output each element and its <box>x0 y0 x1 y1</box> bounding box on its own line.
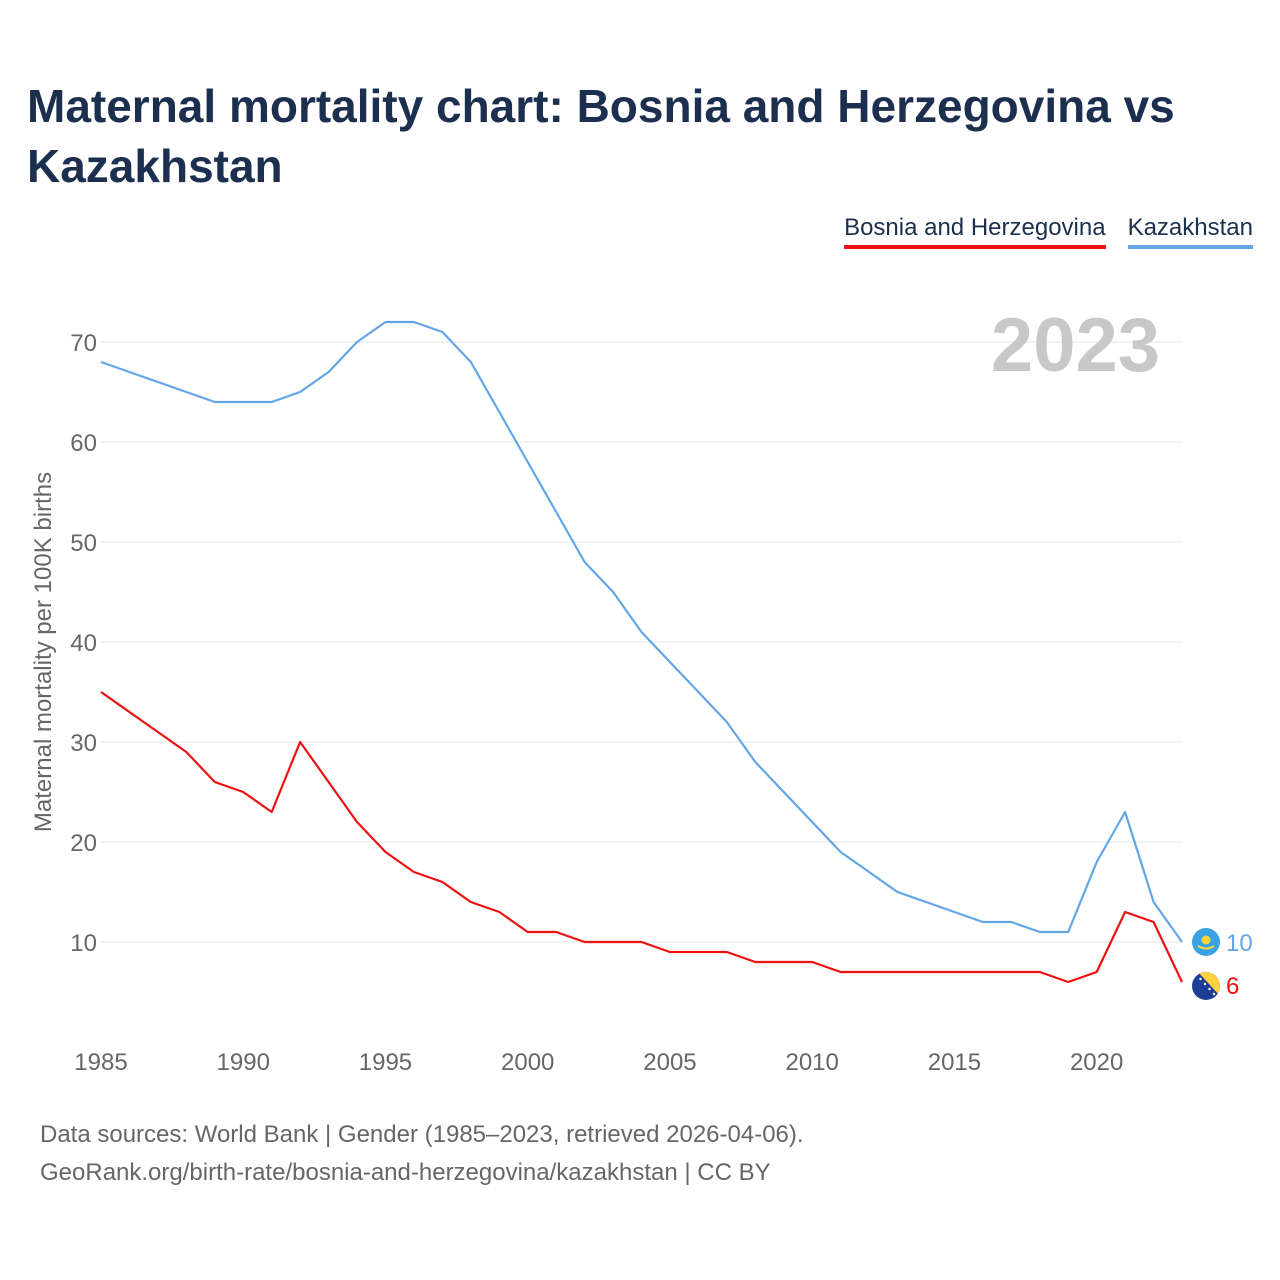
year-label: 2023 <box>991 303 1160 388</box>
bosnia-flag-icon <box>1192 972 1220 1000</box>
y-tick-label: 20 <box>70 830 97 857</box>
x-tick-label: 2015 <box>928 1049 981 1076</box>
series-line-kaz <box>100 320 1183 943</box>
series-line-bih <box>100 691 1183 984</box>
legend: Bosnia and Herzegovina Kazakhstan <box>844 214 1253 249</box>
y-tick-label: 70 <box>70 330 97 357</box>
legend-item-bosnia[interactable]: Bosnia and Herzegovina <box>844 214 1106 249</box>
end-value-label-kazakhstan: 10 <box>1226 930 1253 957</box>
line-chart: 10 20 30 40 50 60 70 1985 1990 1995 2000 2005 2010 20… <box>30 303 1253 1076</box>
end-value-label-bosnia: 6 <box>1226 973 1239 1000</box>
x-tick-label: 1985 <box>74 1049 127 1076</box>
y-tick-label: 50 <box>70 530 97 557</box>
y-tick-label: 40 <box>70 630 97 657</box>
y-axis-label: Maternal mortality per 100K births <box>30 472 57 832</box>
footer: Data sources: World Bank | Gender (1985–… <box>40 1116 804 1192</box>
legend-item-kazakhstan[interactable]: Kazakhstan <box>1127 214 1253 249</box>
x-tick-label: 2005 <box>643 1049 696 1076</box>
y-tick-label: 60 <box>70 430 97 457</box>
chart-title: Maternal mortality chart: Bosnia and Her… <box>27 80 1175 192</box>
y-tick-label: 30 <box>70 730 97 757</box>
data-source-text: Data sources: World Bank | Gender (1985–… <box>40 1121 804 1148</box>
x-tick-label: 2010 <box>785 1049 838 1076</box>
x-tick-label: 2000 <box>501 1049 554 1076</box>
x-tick-label: 2020 <box>1070 1049 1123 1076</box>
x-tick-label: 1995 <box>359 1049 412 1076</box>
kazakhstan-flag-icon <box>1192 928 1220 956</box>
source-link[interactable]: GeoRank.org/birth-rate/bosnia-and-herzeg… <box>40 1159 771 1186</box>
y-tick-label: 10 <box>70 930 97 957</box>
x-tick-label: 1990 <box>217 1049 270 1076</box>
